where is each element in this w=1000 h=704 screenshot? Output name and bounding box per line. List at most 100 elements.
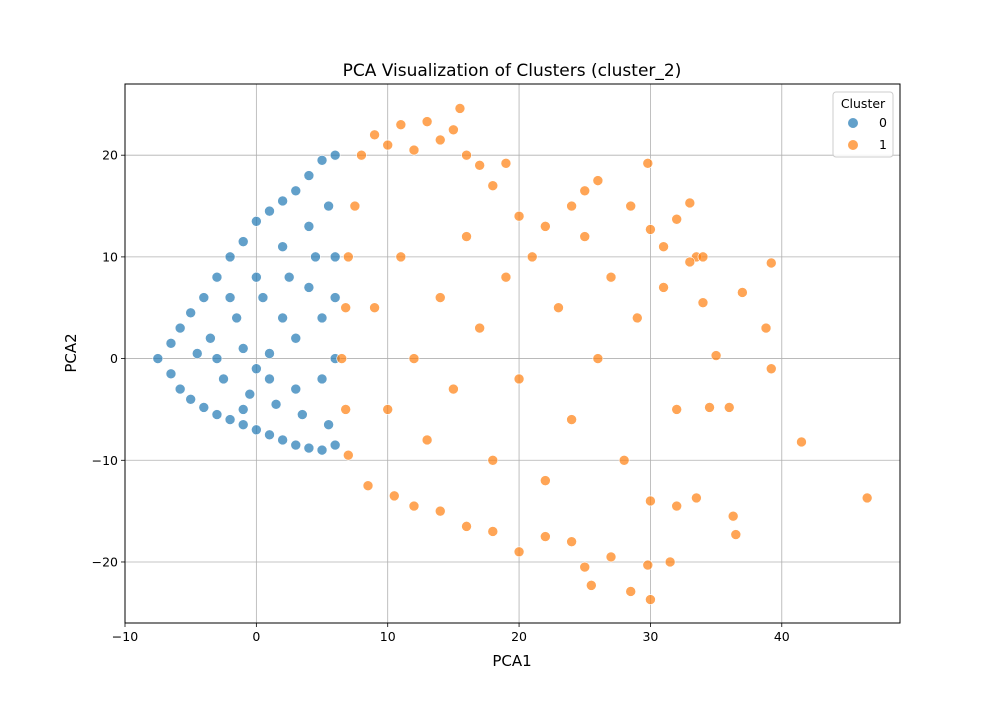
point-cluster-1 <box>421 116 433 127</box>
chart-title: PCA Visualization of Clusters (cluster_2… <box>343 61 682 81</box>
point-cluster-1 <box>487 526 499 537</box>
point-cluster-1 <box>723 402 735 413</box>
point-cluster-1 <box>369 129 380 141</box>
point-cluster-0 <box>231 312 242 324</box>
point-cluster-1 <box>356 149 367 161</box>
point-cluster-1 <box>579 231 591 242</box>
point-cluster-1 <box>684 197 696 209</box>
point-cluster-1 <box>395 119 407 130</box>
y-tick-label: 10 <box>102 249 118 264</box>
point-cluster-0 <box>264 348 275 359</box>
point-cluster-1 <box>421 434 433 446</box>
point-cluster-0 <box>165 338 177 349</box>
point-cluster-1 <box>566 200 577 212</box>
point-cluster-1 <box>625 586 637 597</box>
point-cluster-0 <box>290 185 302 197</box>
y-tick-label: −20 <box>92 554 118 569</box>
point-cluster-1 <box>513 546 525 558</box>
x-tick-label: 30 <box>642 629 658 644</box>
point-cluster-1 <box>760 322 772 334</box>
point-cluster-1 <box>605 271 617 283</box>
point-cluster-1 <box>645 594 656 605</box>
point-cluster-0 <box>303 282 315 293</box>
point-cluster-0 <box>251 215 262 227</box>
point-cluster-1 <box>704 402 715 413</box>
point-cluster-1 <box>697 297 709 308</box>
point-cluster-0 <box>251 271 262 283</box>
point-cluster-0 <box>277 241 288 253</box>
point-cluster-0 <box>316 444 328 456</box>
plot-frame <box>124 83 901 624</box>
point-cluster-0 <box>316 312 328 324</box>
point-cluster-0 <box>185 307 196 319</box>
x-tick-label: −10 <box>112 629 138 644</box>
point-cluster-0 <box>191 348 203 359</box>
point-cluster-1 <box>618 454 630 466</box>
y-tick-label: 20 <box>102 148 118 163</box>
point-cluster-1 <box>664 556 676 568</box>
point-cluster-1 <box>684 256 696 268</box>
x-ticks: −10 0 10 20 30 40 <box>112 623 790 644</box>
point-cluster-0 <box>224 292 236 303</box>
point-cluster-1 <box>586 580 597 591</box>
legend-box <box>832 91 894 158</box>
legend: Cluster 0 1 <box>832 91 894 158</box>
point-cluster-1 <box>765 257 777 269</box>
point-cluster-1 <box>340 302 351 314</box>
point-cluster-1 <box>671 213 682 225</box>
point-cluster-1 <box>382 404 394 415</box>
point-cluster-1 <box>408 500 420 512</box>
point-cluster-1 <box>645 495 656 507</box>
point-cluster-1 <box>461 231 472 242</box>
point-cluster-0 <box>211 271 223 283</box>
point-cluster-1 <box>737 287 748 298</box>
data-points <box>152 103 873 605</box>
point-cluster-0 <box>323 419 334 430</box>
point-cluster-1 <box>861 492 873 504</box>
point-cluster-0 <box>251 363 262 375</box>
x-tick-label: 40 <box>774 629 790 644</box>
x-axis-label: PCA1 <box>492 652 531 670</box>
point-cluster-0 <box>329 251 341 263</box>
point-cluster-0 <box>152 353 164 364</box>
point-cluster-0 <box>270 399 282 410</box>
point-cluster-0 <box>283 271 295 283</box>
point-cluster-1 <box>697 251 709 263</box>
legend-title: Cluster <box>841 96 886 111</box>
point-cluster-1 <box>592 353 604 364</box>
point-cluster-0 <box>237 343 249 354</box>
point-cluster-1 <box>513 373 525 385</box>
point-cluster-1 <box>645 224 656 235</box>
point-cluster-0 <box>277 195 288 207</box>
point-cluster-1 <box>487 180 499 191</box>
point-cluster-1 <box>579 185 591 197</box>
point-cluster-0 <box>264 429 275 441</box>
point-cluster-1 <box>579 561 591 573</box>
point-cluster-0 <box>297 409 308 420</box>
point-cluster-1 <box>727 510 739 522</box>
point-cluster-0 <box>237 236 249 247</box>
grid <box>124 84 900 623</box>
point-cluster-0 <box>303 442 315 454</box>
point-cluster-1 <box>500 158 512 169</box>
point-cluster-0 <box>290 439 302 451</box>
point-cluster-1 <box>434 505 446 517</box>
point-cluster-0 <box>329 149 341 161</box>
point-cluster-1 <box>340 404 351 415</box>
point-cluster-0 <box>316 373 328 385</box>
point-cluster-1 <box>408 353 420 364</box>
point-cluster-1 <box>382 139 394 151</box>
point-cluster-1 <box>336 353 348 364</box>
point-cluster-0 <box>174 322 186 334</box>
point-cluster-1 <box>395 251 407 263</box>
legend-label-1: 1 <box>879 137 887 152</box>
y-tick-label: −10 <box>92 453 118 468</box>
point-cluster-1 <box>540 531 551 542</box>
point-cluster-1 <box>500 271 512 283</box>
point-cluster-0 <box>244 388 256 400</box>
point-cluster-1 <box>625 200 637 212</box>
point-cluster-1 <box>454 103 466 114</box>
point-cluster-0 <box>264 205 275 217</box>
point-cluster-1 <box>765 363 777 375</box>
point-cluster-0 <box>290 383 302 395</box>
